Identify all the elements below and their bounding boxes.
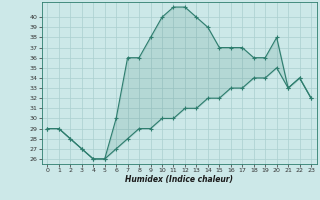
X-axis label: Humidex (Indice chaleur): Humidex (Indice chaleur) bbox=[125, 175, 233, 184]
